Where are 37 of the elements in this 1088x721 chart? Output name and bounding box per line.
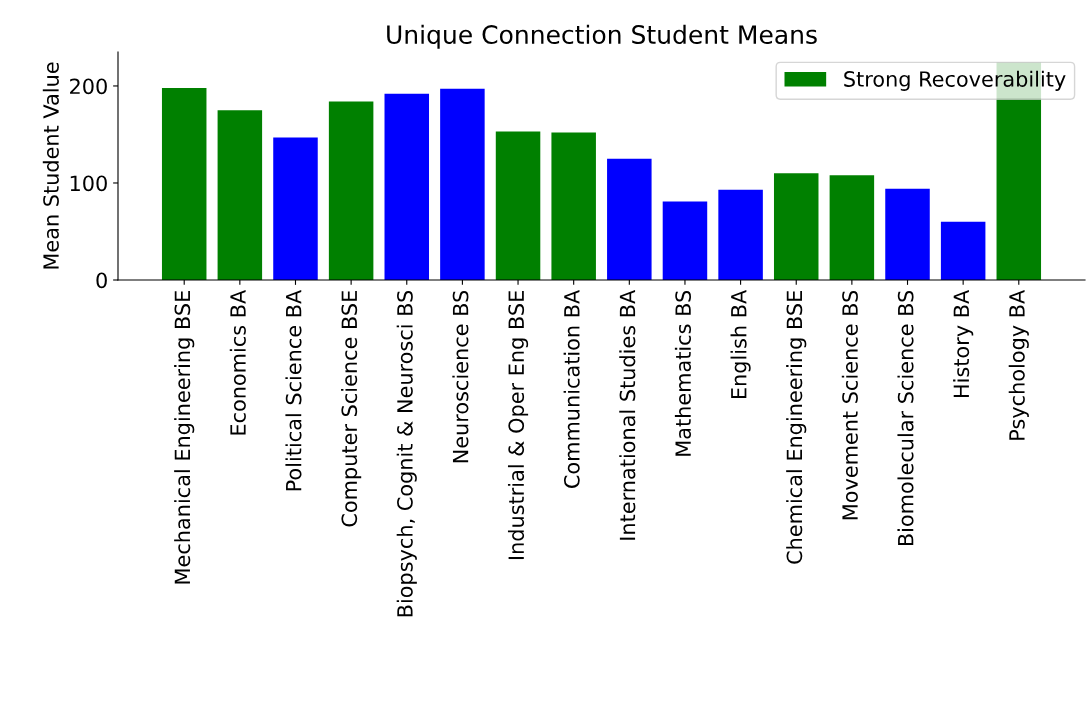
y-axis-title: Mean Student Value bbox=[42, 62, 59, 269]
bar bbox=[384, 93, 430, 280]
bar bbox=[829, 175, 875, 280]
bar bbox=[273, 137, 318, 280]
x-tick-label: Mechanical Engineering BSE bbox=[174, 291, 195, 584]
bar bbox=[551, 132, 596, 280]
x-tick-label: Economics BA bbox=[229, 289, 246, 435]
x-tick-label: Biomolecular Science BS bbox=[897, 290, 914, 546]
bar bbox=[607, 158, 652, 280]
bar bbox=[328, 101, 374, 280]
bar bbox=[885, 188, 930, 280]
x-tick-label: Chemical Engineering BSE bbox=[786, 291, 807, 564]
x-tick-label: Communication BA bbox=[563, 289, 580, 488]
bar bbox=[217, 110, 263, 280]
x-tick-label: Psychology BA bbox=[1008, 289, 1029, 440]
y-tick-label: 100 bbox=[70, 175, 107, 192]
bar bbox=[495, 131, 541, 280]
x-tick-label: Political Science BA bbox=[285, 289, 302, 491]
bar bbox=[440, 88, 485, 280]
x-tick-label: Movement Science BS bbox=[841, 290, 858, 520]
x-tick-label: History BA bbox=[953, 289, 974, 397]
y-tick-label: 200 bbox=[70, 78, 107, 95]
bar bbox=[718, 189, 763, 280]
x-tick-label: Industrial & Oper Eng BSE bbox=[507, 291, 529, 560]
bar bbox=[940, 221, 986, 280]
x-tick-label: Mathematics BS bbox=[674, 290, 691, 456]
x-tick-label: International Studies BA bbox=[619, 289, 636, 540]
x-tick-label: Computer Science BSE bbox=[341, 291, 362, 527]
bar bbox=[161, 87, 207, 280]
x-tick-label: Neuroscience BS bbox=[452, 290, 469, 463]
chart-title: Unique Connection Student Means bbox=[387, 24, 817, 49]
legend-label: Strong Recoverability bbox=[844, 70, 1066, 91]
x-tick-label: Biopsych, Cognit & Neurosci BS bbox=[396, 290, 417, 617]
bar bbox=[662, 201, 708, 280]
y-tick-label: 0 bbox=[96, 272, 107, 289]
x-tick-label: English BA bbox=[730, 289, 751, 399]
bar bbox=[773, 173, 819, 280]
